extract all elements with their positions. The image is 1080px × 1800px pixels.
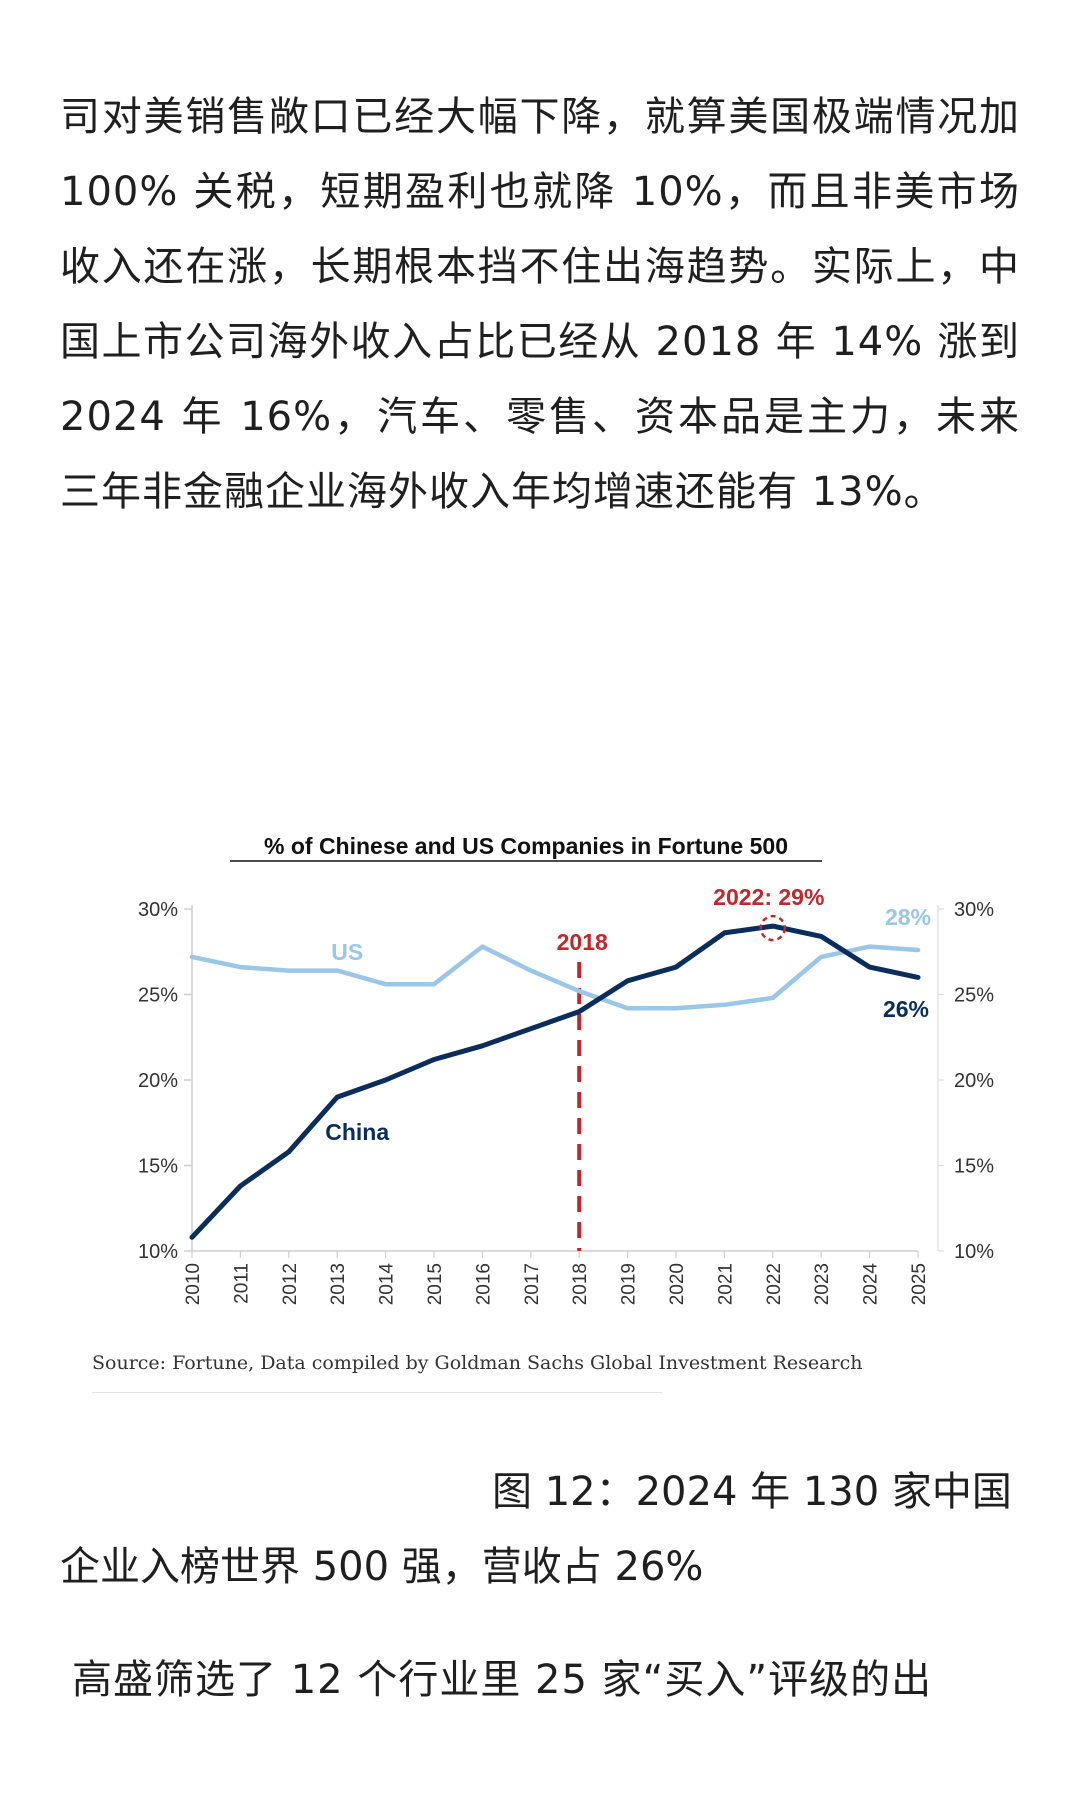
y-tick-label-left: 30% [138,899,178,921]
x-tick-label: 2014 [377,1263,398,1306]
x-tick-label: 2022 [764,1263,785,1305]
chart-svg: % of Chinese and US Companies in Fortune… [138,833,994,1306]
y-tick-label-left: 25% [138,985,178,1007]
y-tick-label-right: 15% [954,1156,994,1178]
series-label-us: US [331,939,363,965]
y-tick-label-left: 10% [138,1241,178,1263]
source-divider [92,1392,662,1393]
x-tick-label: 2018 [570,1263,591,1305]
x-tick-label: 2016 [473,1263,494,1305]
y-tick-label-left: 20% [138,1070,178,1092]
fortune500-chart: % of Chinese and US Companies in Fortune… [60,820,1020,1420]
peak-label: 2022: 29% [713,884,824,910]
x-tick-label: 2013 [328,1263,349,1305]
y-tick-label-right: 30% [954,899,994,921]
y-tick-label-right: 20% [954,1070,994,1092]
x-tick-label: 2011 [231,1263,252,1304]
y-tick-label-right: 25% [954,985,994,1007]
series-label-china: China [325,1119,389,1145]
x-tick-label: 2010 [183,1263,204,1305]
x-tick-label: 2025 [909,1263,930,1305]
marker-year-label: 2018 [557,929,608,955]
x-tick-label: 2023 [812,1263,833,1305]
chart-title: % of Chinese and US Companies in Fortune… [264,833,788,859]
chart-source: Source: Fortune, Data compiled by Goldma… [92,1352,863,1374]
article-paragraph-top: 司对美销售敞口已经大幅下降，就算美国极端情况加 100% 关税，短期盈利也就降 … [60,94,1020,515]
x-tick-label: 2024 [861,1263,882,1306]
y-tick-label-left: 15% [138,1156,178,1178]
x-tick-label: 2017 [522,1263,543,1305]
peak-highlight-circle [759,914,787,942]
x-tick-label: 2015 [425,1263,446,1305]
series-line-us [189,944,921,1011]
y-tick-label-right: 10% [954,1241,994,1263]
china-end-label: 26% [883,996,929,1022]
x-tick-label: 2019 [619,1263,640,1305]
x-tick-label: 2021 [715,1263,736,1305]
x-tick-label: 2020 [667,1263,688,1305]
figure-caption: 图 12：2024 年 130 家中国企业入榜世界 500 强，营收占 26% [60,1469,1012,1590]
x-tick-label: 2012 [280,1263,301,1305]
series-line-china [189,923,921,1240]
us-end-label: 28% [885,904,931,930]
article-paragraph-bottom: 高盛筛选了 12 个行业里 25 家“买入”评级的出 [72,1657,933,1703]
